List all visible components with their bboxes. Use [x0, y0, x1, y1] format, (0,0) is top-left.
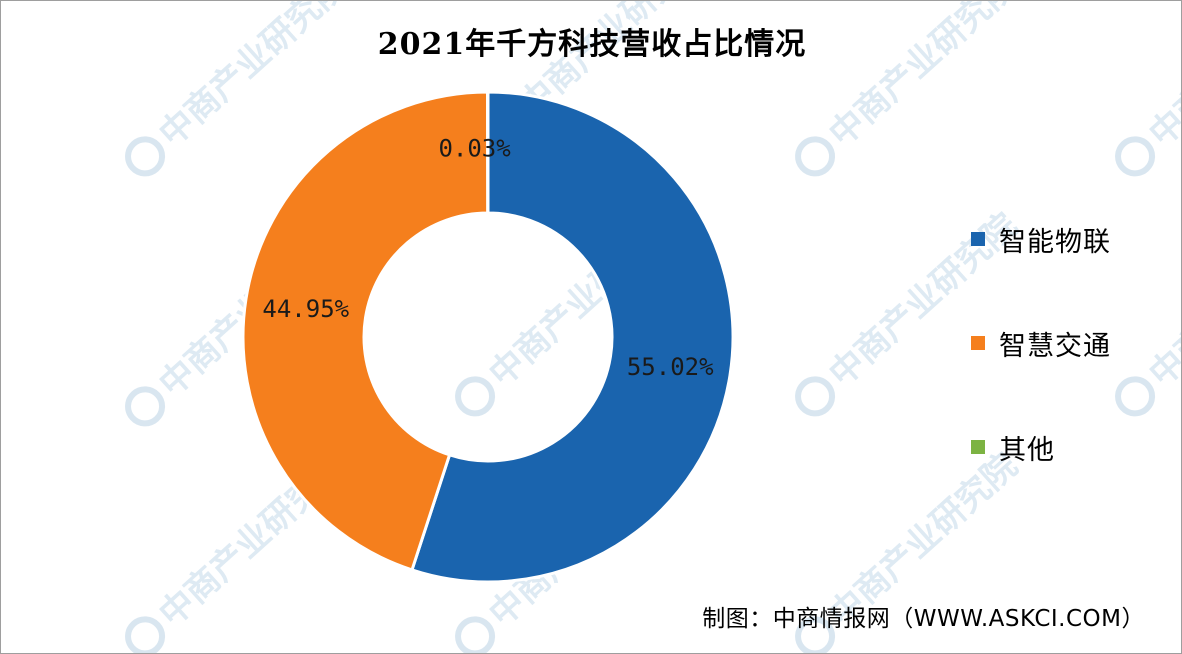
- chart-legend: 智能物联 智慧交通 其他: [971, 187, 1111, 499]
- legend-label-0: 智能物联: [999, 226, 1111, 258]
- legend-label-2: 其他: [999, 434, 1055, 466]
- source-credit: 制图：中商情报网（WWW.ASKCI.COM）: [702, 606, 1145, 632]
- legend-label-1: 智慧交通: [999, 330, 1111, 362]
- data-label-2: 0.03%: [438, 134, 511, 162]
- donut-slice-1: [241, 90, 490, 572]
- donut-slice-0: [410, 90, 735, 584]
- legend-item-1: 智慧交通: [971, 291, 1111, 395]
- legend-item-2: 其他: [971, 395, 1111, 499]
- legend-swatch-0: [971, 232, 985, 246]
- legend-swatch-1: [971, 336, 985, 350]
- legend-swatch-2: [971, 440, 985, 454]
- data-label-1: 44.95%: [262, 295, 349, 323]
- legend-item-0: 智能物联: [971, 187, 1111, 291]
- chart-title: 2021年千方科技营收占比情况: [377, 27, 807, 62]
- data-label-0: 55.02%: [627, 353, 714, 381]
